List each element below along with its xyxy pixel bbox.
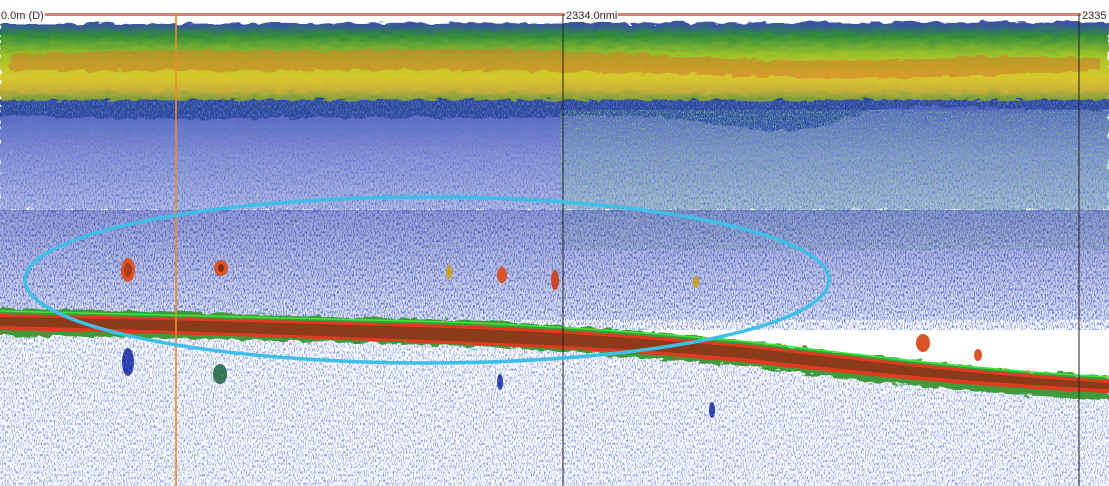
fish-school [693, 276, 699, 288]
lower-water-layer [0, 210, 1109, 320]
transducer-strip [0, 13, 1109, 16]
fish-school [218, 264, 224, 272]
highlight-ellipse [23, 195, 831, 365]
fish-school [497, 267, 507, 283]
fish-school [124, 263, 132, 277]
depth-label: 0.0m (D) [0, 10, 45, 22]
fish-school [446, 265, 452, 279]
fish-school [916, 334, 930, 352]
distance-label: 2334.0nmi [565, 10, 619, 22]
fish-school [974, 349, 982, 361]
seabed-brown [0, 317, 1109, 389]
surface-layer-red [10, 49, 1100, 79]
distance-label: 2335 [1081, 10, 1109, 22]
bottom-detection-line [0, 310, 1109, 378]
fish-school [551, 270, 559, 290]
